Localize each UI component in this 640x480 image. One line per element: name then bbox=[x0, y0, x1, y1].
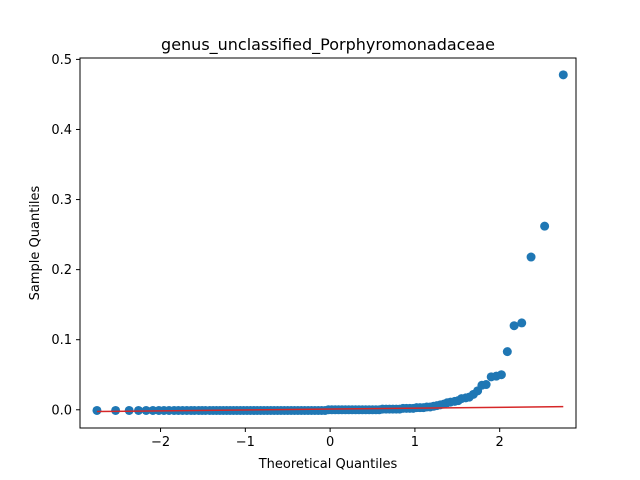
y-tick-label: 0.3 bbox=[51, 193, 72, 208]
data-point bbox=[509, 321, 519, 331]
y-axis-label: Sample Quantiles bbox=[28, 185, 43, 300]
chart-title: genus_unclassified_Porphyromonadaceae bbox=[161, 35, 495, 55]
data-point bbox=[496, 370, 506, 380]
axis-ticks: −2 −1 0 1 2 0.0 0.1 0.2 0.3 0.4 0.5 bbox=[51, 53, 504, 450]
y-tick-label: 0.2 bbox=[51, 263, 72, 278]
x-tick-label: 2 bbox=[496, 435, 504, 450]
x-axis-label: Theoretical Quantiles bbox=[258, 457, 398, 472]
data-point bbox=[92, 405, 102, 415]
x-tick-label: −1 bbox=[236, 435, 255, 450]
y-tick-label: 0.5 bbox=[51, 53, 72, 68]
y-tick-label: 0.1 bbox=[51, 333, 72, 348]
data-point bbox=[517, 318, 527, 328]
reference-line bbox=[96, 405, 564, 413]
data-point bbox=[558, 70, 568, 80]
data-point bbox=[111, 405, 121, 415]
y-tick-label: 0.4 bbox=[51, 123, 72, 138]
plot-area bbox=[92, 70, 568, 415]
data-point bbox=[526, 252, 536, 262]
data-point bbox=[481, 380, 491, 390]
data-point bbox=[502, 347, 512, 357]
x-tick-label: −2 bbox=[151, 435, 170, 450]
data-point bbox=[540, 221, 550, 231]
y-tick-label: 0.0 bbox=[51, 403, 72, 418]
axes-frame bbox=[79, 57, 577, 429]
x-tick-label: 0 bbox=[326, 435, 334, 450]
x-tick-label: 1 bbox=[411, 435, 419, 450]
